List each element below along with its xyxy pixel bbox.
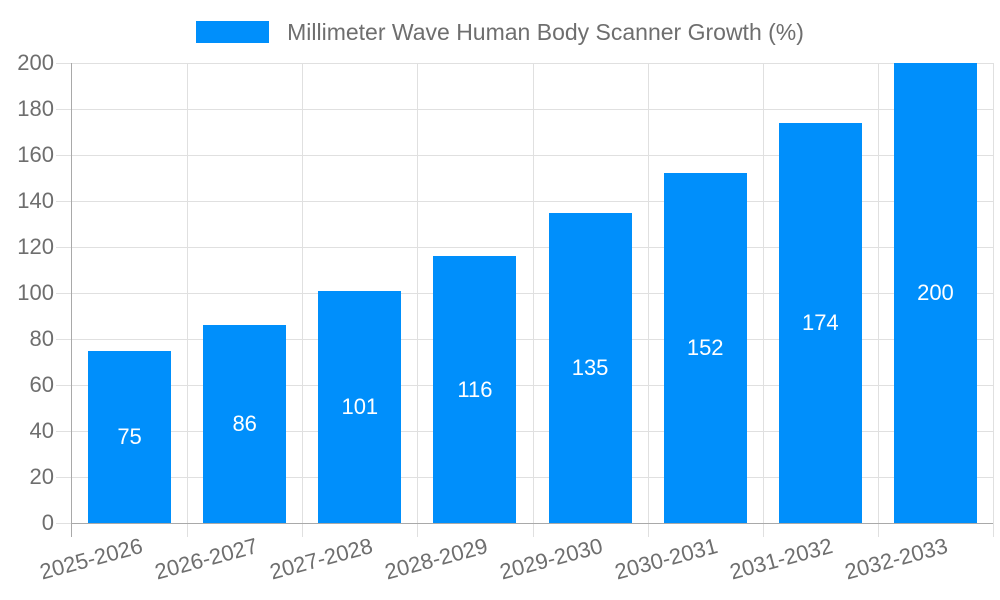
y-axis-tick [56,339,72,340]
y-axis-tick [56,293,72,294]
bar-value-label: 200 [917,280,954,305]
gridline-vertical [302,63,304,523]
y-axis-label: 100 [17,280,54,305]
bar-value-label: 116 [457,376,493,402]
legend[interactable]: Millimeter Wave Human Body Scanner Growt… [0,18,1000,46]
x-axis-tick [187,523,189,537]
y-axis-tick [56,155,72,156]
legend-label: Millimeter Wave Human Body Scanner Growt… [287,19,804,45]
gridline-vertical [532,63,534,523]
bar-value-label: 86 [232,411,257,437]
x-axis-tick [762,523,764,537]
x-axis-tick [532,523,534,537]
gridline-vertical [993,63,994,523]
y-axis-tick [56,431,72,432]
x-axis-tick [302,523,304,537]
plot-area: 0 20 40 60 80 100 120 140 160 180 200 75 86 101 116 135… [17,51,994,584]
bar-value-label: 174 [801,309,839,335]
y-axis-label: 160 [17,142,54,167]
bar-value-label: 101 [341,393,379,419]
x-axis-tick [647,523,649,537]
gridline-vertical [187,63,189,523]
y-axis-tick [56,63,72,64]
y-axis-tick [56,523,72,524]
bar[interactable]: 86 [203,325,287,523]
bar[interactable]: 101 [318,290,402,523]
y-axis-label: 120 [17,234,54,259]
legend-swatch-icon [196,21,270,43]
x-axis-tick [993,523,994,537]
gridline-vertical [417,63,419,523]
bar[interactable]: 200 [893,63,977,523]
bar[interactable]: 135 [548,212,632,523]
gridline-vertical [762,63,764,523]
x-axis-line [71,523,993,524]
x-axis-tick [877,523,879,537]
y-axis-line [71,63,72,537]
y-axis-label: 80 [29,326,54,351]
y-axis-tick [56,477,72,478]
bar-value-label: 75 [117,423,142,449]
y-axis-tick [56,201,72,202]
y-axis-tick [56,385,72,386]
y-axis-label: 20 [29,464,54,489]
y-axis-tick [56,247,72,248]
y-axis-tick [56,109,72,110]
gridline-vertical [647,63,649,523]
y-axis-label: 180 [17,96,54,121]
y-axis-label: 60 [29,372,54,397]
bar[interactable]: 174 [778,122,862,523]
gridline-vertical [877,63,879,523]
y-axis-label: 200 [17,50,54,75]
bar[interactable]: 116 [433,256,517,523]
bar-value-label: 135 [571,354,609,380]
bar-value-label: 152 [686,335,724,361]
y-axis-label: 140 [17,188,54,213]
y-axis-label: 0 [41,510,54,535]
y-axis-label: 40 [29,418,54,443]
bar[interactable]: 75 [88,350,172,523]
bar[interactable]: 152 [663,173,747,523]
x-axis-tick [417,523,419,537]
